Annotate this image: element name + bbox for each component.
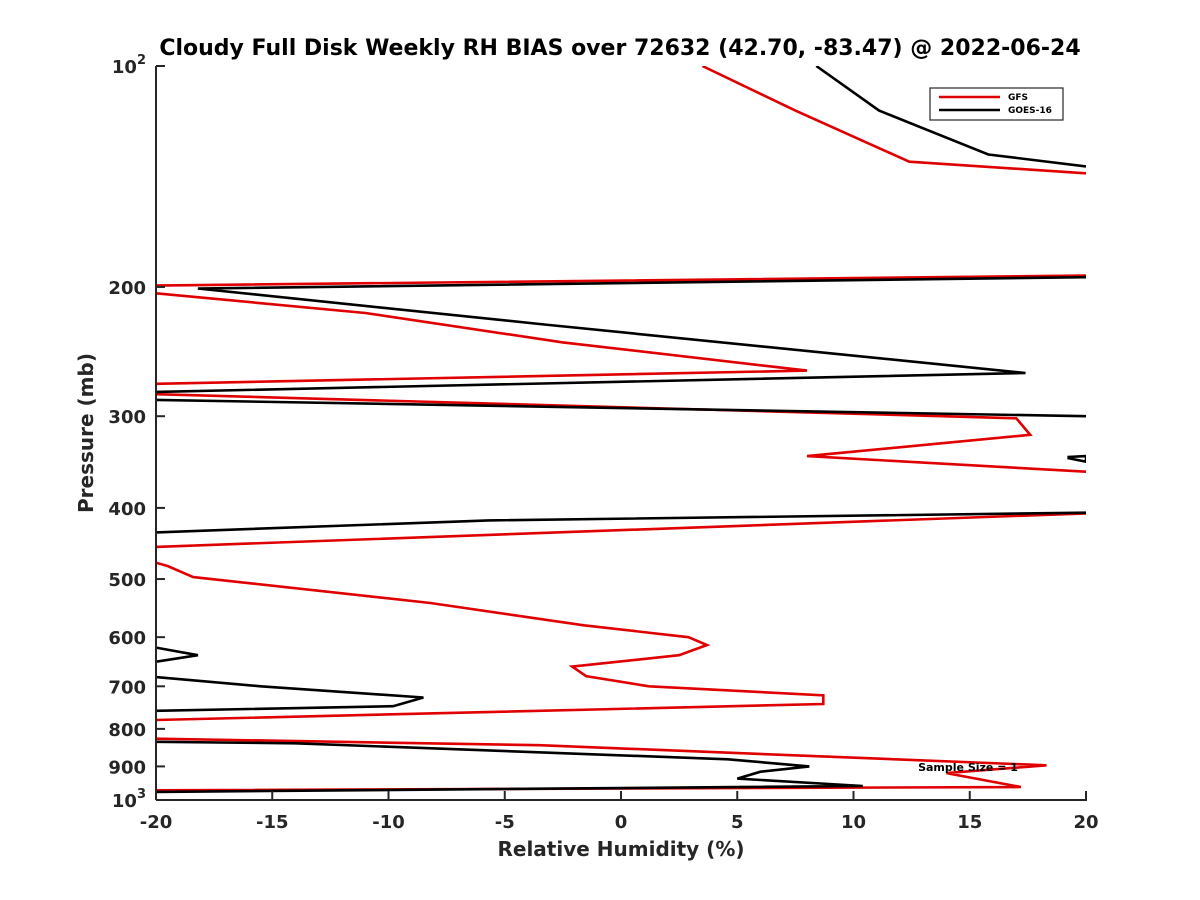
x-tick-label: 10 [841,812,866,833]
legend: GFS GOES-16 [929,87,1064,121]
x-tick-label: 5 [731,812,744,833]
chart-title: Cloudy Full Disk Weekly RH BIAS over 726… [159,36,1080,61]
y-tick-label: 600 [108,628,146,649]
y-tick-label: 800 [108,720,146,741]
legend-box [929,87,1064,121]
legend-entry-label: GOES-16 [1008,106,1052,116]
y-tick-label: 500 [108,570,146,591]
x-tick-label: 0 [615,812,628,833]
x-tick-label: -15 [256,812,289,833]
y-tick-label: 200 [108,278,146,299]
x-tick-label: -5 [495,812,515,833]
y-tick-label: 700 [108,677,146,698]
series-line-gfs [156,66,1086,792]
legend-entry-label: GFS [1008,93,1028,103]
y-tick-label: 900 [108,757,146,778]
x-tick-label: -20 [140,812,173,833]
plot-area [156,66,1086,794]
y-tick-label: 400 [108,499,146,520]
sample-size-annotation: Sample Size = 1 [918,761,1018,774]
series-line-goes-16 [156,66,1086,794]
x-axis-ticks: -20 -15 -10 -5 0 5 10 15 20 [140,791,1099,833]
x-tick-label: 15 [957,812,982,833]
x-tick-label: -10 [372,812,405,833]
y-axis-label: Pressure (mb) [74,353,98,513]
x-tick-label: 20 [1073,812,1098,833]
x-axis-label: Relative Humidity (%) [497,837,744,861]
y-tick-label: 300 [108,407,146,428]
